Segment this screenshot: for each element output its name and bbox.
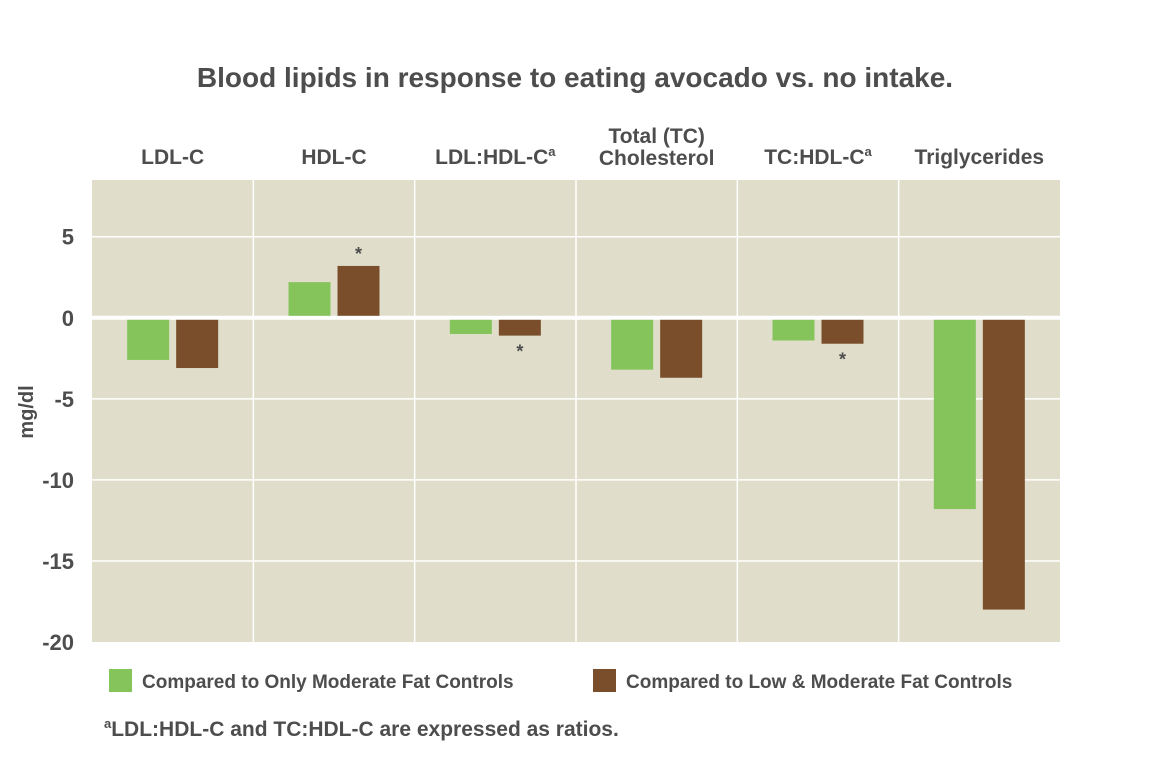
footnote-text: LDL:HDL-C and TC:HDL-C are expressed as … [111,718,619,741]
legend-swatch [109,669,132,692]
y-axis: 5 0 -5 -10 -15 -20 [42,225,74,655]
category-label: LDL-C [141,146,204,169]
bar-moderate-fat [449,319,492,334]
y-tick-label: 0 [62,306,74,331]
bar-low-moderate-fat [660,319,703,378]
y-tick-label: 5 [62,225,74,250]
category-label: LDL:HDL-Ca [435,144,556,169]
category-label-sup: a [865,144,873,159]
significance-mark: * [516,342,523,362]
bar-low-moderate-fat [821,319,864,344]
bar-low-moderate-fat [982,319,1025,610]
bar-low-moderate-fat [337,265,380,316]
category-label-text: Total (TC) [608,125,704,148]
bar-moderate-fat [127,319,170,360]
gridlines [92,180,1060,642]
legend-label: Compared to Only Moderate Fat Controls [142,672,514,693]
y-tick-label: -20 [42,630,74,655]
y-axis-label: mg/dl [16,385,38,438]
significance-mark: * [355,244,362,264]
bar-moderate-fat [933,319,976,510]
category-label: HDL-C [301,146,366,169]
bar-low-moderate-fat [498,319,541,336]
category-label: Total (TC) [608,125,704,148]
footnote: aLDL:HDL-C and TC:HDL-C are expressed as… [104,716,619,741]
significance-mark: * [839,350,846,370]
category-label-sup: a [548,144,556,159]
category-label-text: Triglycerides [915,146,1045,169]
category-label-text: TC:HDL-C [764,146,864,169]
chart-title: Blood lipids in response to eating avoca… [197,62,953,93]
y-tick-label: -15 [42,549,74,574]
legend: Compared to Only Moderate Fat Controls Co… [109,669,1012,693]
category-label-text: HDL-C [301,146,366,169]
category-label: Triglycerides [915,146,1045,169]
footnote-marker: a [104,716,112,731]
y-tick-label: -5 [54,387,74,412]
category-label-text: LDL:HDL-C [435,146,548,169]
bar-moderate-fat [288,282,331,316]
category-label: TC:HDL-Ca [764,144,872,169]
category-label-text: Cholesterol [599,147,715,170]
y-tick-label: -10 [42,468,74,493]
legend-swatch [593,669,616,692]
bar-moderate-fat [611,319,654,370]
bars: * * * [127,244,1025,610]
category-label-text: LDL-C [141,146,204,169]
bar-moderate-fat [772,319,815,341]
legend-label: Compared to Low & Moderate Fat Controls [626,672,1012,693]
category-label: Cholesterol [599,147,715,170]
bar-low-moderate-fat [176,319,219,369]
